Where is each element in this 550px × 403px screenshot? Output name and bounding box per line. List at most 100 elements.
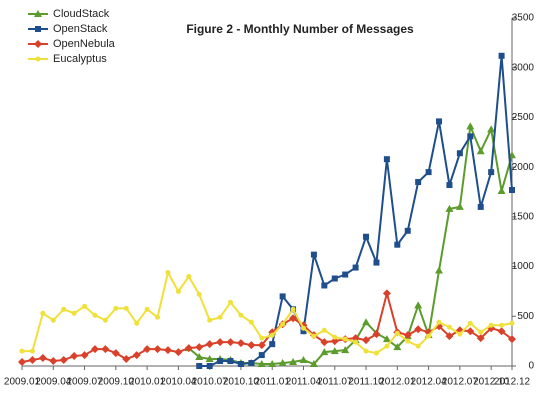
marker xyxy=(184,344,193,353)
marker xyxy=(373,350,379,356)
marker xyxy=(49,357,58,366)
marker xyxy=(382,335,391,343)
marker xyxy=(237,361,244,368)
x-tick-label: 2011.10 xyxy=(348,377,384,388)
marker xyxy=(341,346,350,354)
marker xyxy=(415,179,422,186)
x-tick-label: 2010.01 xyxy=(129,377,166,388)
marker xyxy=(446,324,452,330)
marker xyxy=(476,147,485,155)
y-tick-label: 0 xyxy=(528,361,534,372)
marker xyxy=(205,340,214,349)
legend-label: CloudStack xyxy=(53,8,110,20)
marker xyxy=(144,306,150,312)
marker xyxy=(445,204,454,212)
marker xyxy=(247,341,256,350)
marker xyxy=(102,317,108,323)
marker xyxy=(342,271,349,278)
marker xyxy=(123,305,129,311)
marker xyxy=(174,348,183,357)
marker xyxy=(18,358,26,367)
marker xyxy=(19,348,25,354)
y-tick-label: 1500 xyxy=(512,211,535,222)
marker xyxy=(394,241,401,248)
marker xyxy=(300,328,307,335)
marker xyxy=(29,348,35,354)
marker xyxy=(289,314,298,323)
x-tick-label: 2009.10 xyxy=(98,377,135,388)
x-tick-label: 2012.07 xyxy=(442,377,479,388)
marker xyxy=(228,299,234,305)
x-tick-label: 2009.04 xyxy=(35,377,72,388)
marker xyxy=(290,306,296,312)
marker xyxy=(279,293,286,300)
marker xyxy=(508,335,516,344)
marker xyxy=(352,264,359,271)
y-tick-label: 1000 xyxy=(512,261,535,272)
x-tick-label: 2012.04 xyxy=(411,377,448,388)
marker xyxy=(342,336,348,342)
marker xyxy=(238,312,244,318)
marker xyxy=(259,335,265,341)
marker xyxy=(330,347,339,355)
marker xyxy=(383,156,390,163)
legend-label: Eucalyptus xyxy=(53,53,107,65)
marker xyxy=(80,351,89,360)
marker xyxy=(278,359,287,367)
marker xyxy=(186,274,192,280)
marker xyxy=(248,319,254,325)
x-tick-label: 2009.07 xyxy=(66,377,103,388)
marker xyxy=(153,345,162,354)
marker xyxy=(477,203,484,210)
marker xyxy=(499,322,505,328)
marker xyxy=(300,325,306,331)
marker xyxy=(321,327,327,333)
marker xyxy=(113,305,119,311)
marker xyxy=(476,334,485,343)
marker xyxy=(353,339,359,345)
marker xyxy=(320,348,329,356)
marker xyxy=(435,266,444,274)
marker xyxy=(206,363,213,369)
marker xyxy=(363,233,370,240)
marker xyxy=(82,303,88,309)
marker xyxy=(320,338,329,347)
marker xyxy=(143,345,152,354)
marker xyxy=(456,150,463,157)
marker xyxy=(414,301,423,309)
marker xyxy=(165,270,171,276)
marker xyxy=(101,345,110,354)
marker xyxy=(497,327,506,336)
marker xyxy=(40,310,46,316)
marker xyxy=(268,360,277,368)
marker xyxy=(466,327,475,336)
marker xyxy=(446,182,453,189)
marker xyxy=(362,336,371,345)
y-tick-label: 500 xyxy=(517,311,534,322)
legend-label: OpenNebula xyxy=(53,38,116,50)
marker xyxy=(372,330,381,339)
marker xyxy=(175,288,181,294)
marker xyxy=(321,282,328,289)
marker xyxy=(299,356,308,364)
y-tick-label: 3500 xyxy=(512,13,535,24)
y-tick-label: 2000 xyxy=(512,162,535,173)
marker xyxy=(70,352,79,361)
marker xyxy=(310,251,317,258)
chart-title: Figure 2 - Monthly Number of Messages xyxy=(186,22,414,36)
marker xyxy=(34,10,42,17)
x-tick-label: 2011.01 xyxy=(255,377,291,388)
marker xyxy=(122,355,131,364)
x-tick-label: 2010.07 xyxy=(192,377,229,388)
marker xyxy=(373,259,380,266)
marker xyxy=(257,341,266,350)
marker xyxy=(415,343,421,349)
marker xyxy=(393,343,402,351)
marker xyxy=(414,325,423,334)
marker xyxy=(217,314,223,320)
marker xyxy=(394,330,400,336)
marker xyxy=(111,349,120,358)
x-tick-label: 2012.12 xyxy=(494,377,531,388)
marker xyxy=(35,56,41,62)
marker xyxy=(257,360,266,368)
